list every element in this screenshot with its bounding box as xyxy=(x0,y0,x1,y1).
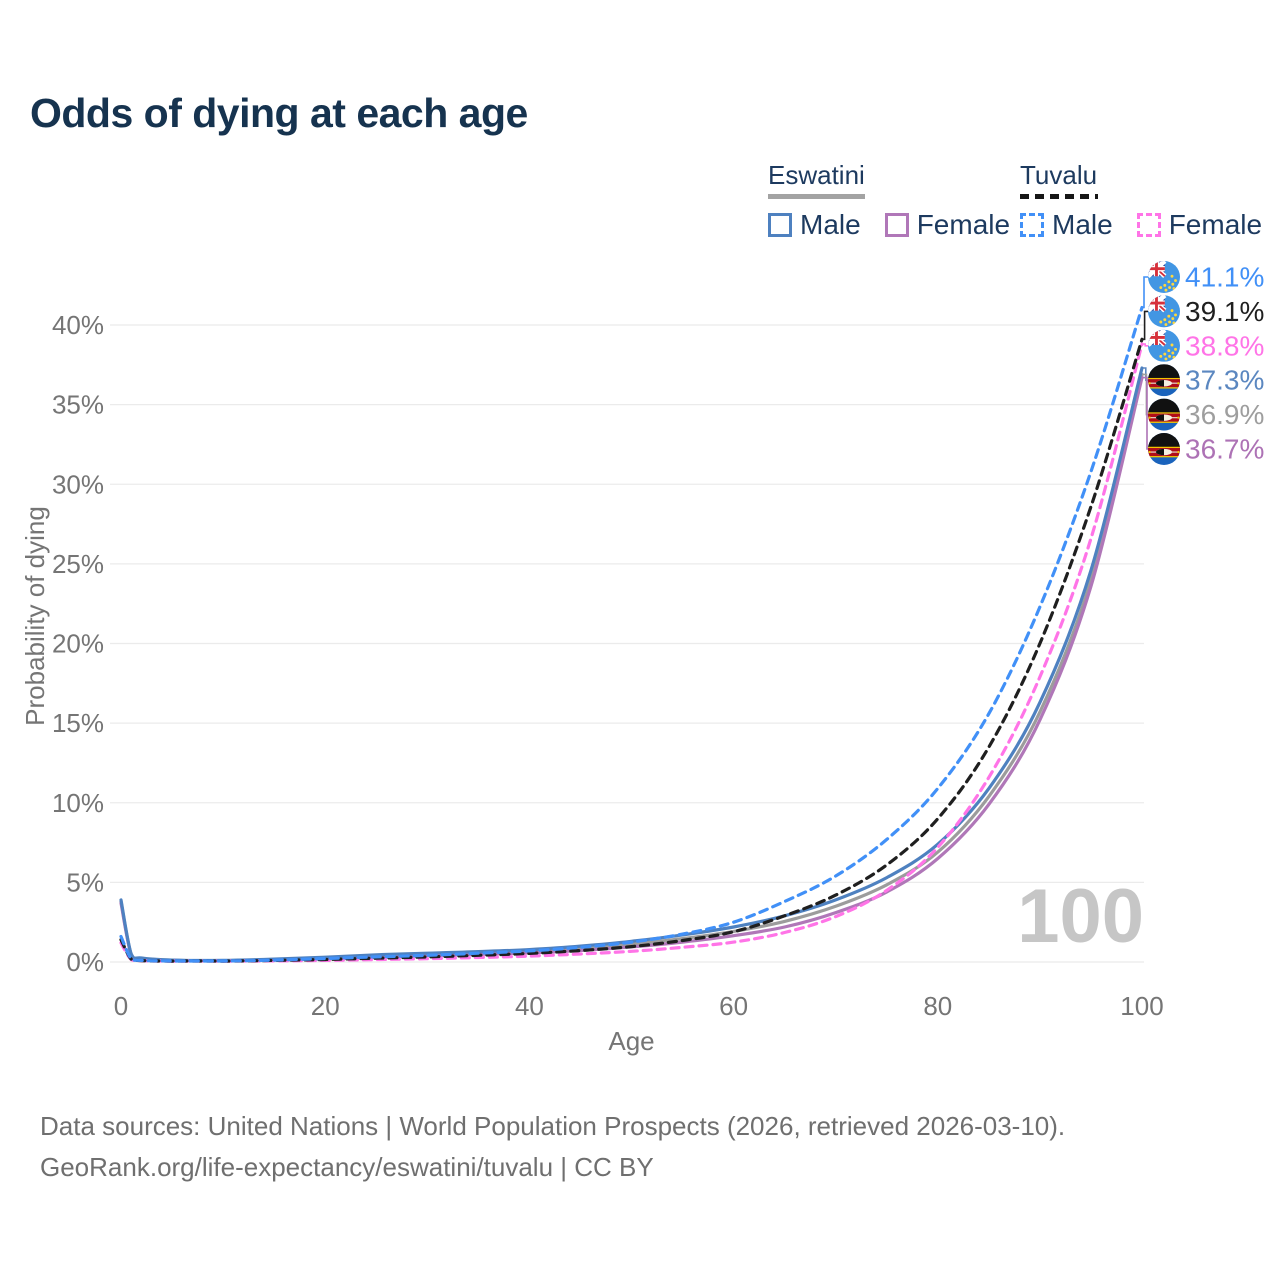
series-line-tuvalu-female[interactable] xyxy=(119,342,1144,963)
y-tick-0%: 0% xyxy=(66,947,104,977)
series-line-tuvalu-male[interactable] xyxy=(119,305,1144,963)
age-watermark: 100 xyxy=(1017,874,1144,959)
end-label-37.3%[interactable]: 37.3% xyxy=(1148,364,1264,397)
x-axis-label: Age xyxy=(608,1026,654,1056)
leader-line-36.7% xyxy=(1143,376,1148,450)
legend-header-tuvalu[interactable]: Tuvalu xyxy=(1020,160,1098,190)
y-tick-25%: 25% xyxy=(52,549,104,579)
x-tick-60: 60 xyxy=(719,991,748,1021)
end-label-value: 38.8% xyxy=(1185,330,1264,361)
end-label-value: 39.1% xyxy=(1185,296,1264,327)
legend-label-tuvalu-female[interactable]: Female xyxy=(1168,209,1263,240)
end-label-38.8%[interactable]: 38.8% xyxy=(1148,329,1264,362)
y-tick-30%: 30% xyxy=(52,469,104,499)
tuvalu-flag-icon xyxy=(1148,261,1180,293)
leader-line-38.8% xyxy=(1143,343,1148,347)
end-label-36.7%[interactable]: 36.7% xyxy=(1148,433,1264,465)
end-label-value: 37.3% xyxy=(1185,365,1264,396)
eswatini-male-swatch-icon[interactable] xyxy=(768,213,792,237)
y-tick-15%: 15% xyxy=(52,708,104,738)
end-label-39.1%[interactable]: 39.1% xyxy=(1148,295,1264,328)
footer-attribution: Data sources: United Nations | World Pop… xyxy=(40,1106,1065,1188)
legend-label-tuvalu-male[interactable]: Male xyxy=(1052,209,1113,240)
tuvalu-female-swatch-icon[interactable] xyxy=(1136,213,1161,237)
eswatini-solid-line-sample xyxy=(768,194,865,199)
eswatini-flag-icon xyxy=(1148,398,1180,431)
end-label-value: 36.9% xyxy=(1185,399,1264,430)
end-label-41.1%[interactable]: 41.1% xyxy=(1148,261,1264,293)
x-tick-0: 0 xyxy=(114,991,128,1021)
data-sources-text: Data sources: United Nations | World Pop… xyxy=(40,1111,1066,1141)
tuvalu-dashed-line-sample xyxy=(1020,194,1098,199)
eswatini-female-swatch-icon[interactable] xyxy=(884,213,909,237)
georank-url-text: GeoRank.org/life-expectancy/eswatini/tuv… xyxy=(40,1152,654,1182)
series-line-tuvalu-both[interactable] xyxy=(119,337,1144,963)
tuvalu-male-swatch-icon[interactable] xyxy=(1020,213,1044,237)
y-tick-35%: 35% xyxy=(52,390,104,420)
tuvalu-flag-icon xyxy=(1148,295,1180,328)
tuvalu-flag-icon xyxy=(1148,329,1180,362)
series-line-eswatini-both[interactable] xyxy=(119,372,1144,963)
end-label-value: 36.7% xyxy=(1185,434,1264,465)
y-tick-10%: 10% xyxy=(52,788,104,818)
x-tick-80: 80 xyxy=(923,991,952,1021)
end-label-36.9%[interactable]: 36.9% xyxy=(1148,398,1264,431)
legend-label-eswatini-male[interactable]: Male xyxy=(800,209,861,240)
end-label-value: 41.1% xyxy=(1185,262,1264,293)
legend-group-tuvalu: Tuvalu Male Female xyxy=(1020,160,1278,241)
leader-line-41.1% xyxy=(1143,276,1148,309)
legend-label-eswatini-female[interactable]: Female xyxy=(916,209,1011,240)
y-tick-20%: 20% xyxy=(52,629,104,659)
eswatini-flag-icon xyxy=(1148,433,1180,465)
y-tick-5%: 5% xyxy=(66,867,104,897)
y-tick-40%: 40% xyxy=(52,310,104,340)
eswatini-flag-icon xyxy=(1148,364,1180,397)
legend-header-eswatini[interactable]: Eswatini xyxy=(768,160,865,190)
x-tick-40: 40 xyxy=(515,991,544,1021)
series-line-eswatini-female[interactable] xyxy=(119,376,1144,963)
x-tick-20: 20 xyxy=(311,991,340,1021)
leader-line-39.1% xyxy=(1143,310,1148,341)
page-title: Odds of dying at each age xyxy=(30,90,528,136)
legend-group-eswatini: Eswatini Male Female xyxy=(768,160,1026,241)
y-axis-label: Probability of dying xyxy=(20,506,50,726)
x-tick-100: 100 xyxy=(1120,991,1163,1021)
series-line-eswatini-male[interactable] xyxy=(119,366,1144,963)
